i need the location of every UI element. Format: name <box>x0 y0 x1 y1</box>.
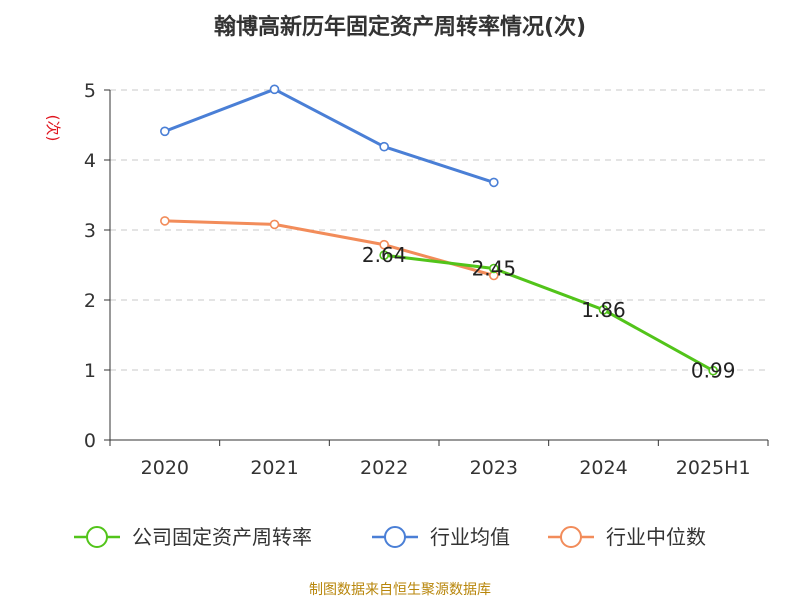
data-point <box>160 216 170 226</box>
y-tick-label: 4 <box>84 150 96 172</box>
y-axis-label: (次) <box>44 115 62 142</box>
data-point <box>379 250 389 260</box>
x-tick-label: 2022 <box>360 457 408 479</box>
data-point <box>598 304 609 315</box>
x-tick-label: 2025H1 <box>676 457 751 479</box>
legend-label: 公司固定资产周转率 <box>132 525 312 549</box>
x-tick-label: 2023 <box>470 457 518 479</box>
axes <box>104 89 769 446</box>
legend-item[interactable]: 公司固定资产周转率 <box>74 525 312 549</box>
data-point <box>489 177 499 188</box>
data-label: 1.86 <box>581 298 626 322</box>
legend-marker <box>384 526 406 548</box>
legend-label: 行业中位数 <box>606 525 706 549</box>
data-label: 0.99 <box>691 359 736 383</box>
series-line <box>164 219 495 277</box>
x-tick-labels: 2020 2021 2022 2023 2024 2025H1 <box>141 457 751 479</box>
data-label: 2.45 <box>472 257 517 281</box>
source-note: 制图数据来自恒生聚源数据库 <box>309 582 491 598</box>
data-point <box>160 126 170 137</box>
y-tick-label: 5 <box>84 80 96 102</box>
grid <box>110 89 768 371</box>
y-tick-labels: 0 1 2 3 4 5 <box>84 80 96 452</box>
x-tick-label: 2020 <box>141 457 189 479</box>
y-tick-label: 1 <box>84 360 96 382</box>
series-line <box>383 253 714 373</box>
data-point <box>269 219 280 230</box>
data-point <box>489 263 499 274</box>
y-tick-label: 2 <box>84 290 96 312</box>
legend-marker <box>560 526 582 548</box>
legend-label: 行业均值 <box>430 525 510 549</box>
data-point <box>379 239 389 250</box>
legend-item[interactable]: 行业中位数 <box>548 525 706 549</box>
legend[interactable]: 公司固定资产周转率 行业均值 行业中位数 <box>74 525 706 549</box>
series-group <box>160 84 718 376</box>
x-tick-label: 2021 <box>250 457 298 479</box>
data-labels: 2.64 2.45 1.86 0.99 <box>362 243 736 383</box>
series-line <box>164 87 495 184</box>
data-point <box>269 84 280 95</box>
data-point <box>708 365 718 376</box>
data-label: 2.64 <box>362 243 407 267</box>
data-point <box>379 141 389 152</box>
y-tick-label: 3 <box>84 220 96 242</box>
legend-marker <box>86 526 108 548</box>
legend-item[interactable]: 行业均值 <box>372 525 510 549</box>
x-tick-label: 2024 <box>579 457 627 479</box>
chart-title: 翰博高新历年固定资产周转率情况(次) <box>214 14 586 40</box>
y-tick-label: 0 <box>84 430 96 452</box>
